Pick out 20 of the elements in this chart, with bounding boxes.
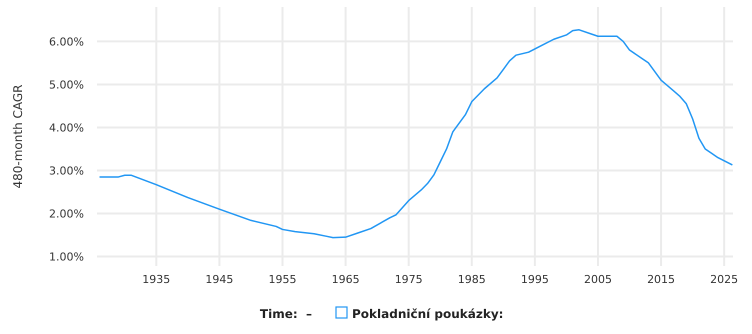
y-tick-label: 5.00% [49, 78, 84, 92]
x-tick-label: 1975 [394, 273, 423, 286]
x-tick-label: 1945 [205, 273, 234, 286]
x-tick-label: 1985 [458, 273, 486, 286]
y-tick-label: 2.00% [49, 207, 84, 220]
y-tick-label: 4.00% [49, 121, 84, 134]
y-axis-title: 480-month CAGR [11, 84, 25, 189]
text: Time: – [260, 307, 312, 321]
x-tick-label: 2005 [584, 273, 612, 286]
y-tick-label: 3.00% [49, 164, 84, 178]
line-series [98, 29, 734, 238]
x-tick-label: 2025 [710, 273, 738, 286]
x-tick-label: 1965 [332, 273, 360, 286]
x-tick-label: 1935 [142, 273, 170, 286]
x-tick-label: 1995 [520, 273, 549, 286]
y-tick-label: 1.00% [49, 250, 84, 264]
y-tick-label: 6.00% [49, 35, 84, 48]
x-tick-label: 1955 [268, 273, 296, 286]
legend-label: Pokladniční poukázky: [352, 307, 504, 321]
x-tick-label: 2015 [647, 273, 676, 286]
